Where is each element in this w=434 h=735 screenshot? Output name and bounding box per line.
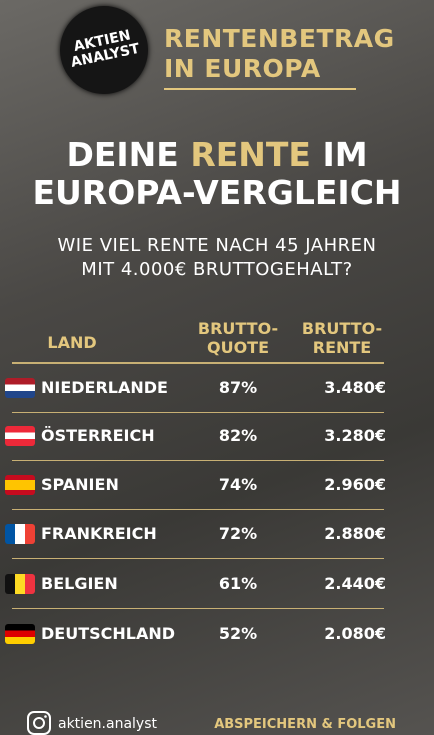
column-header: BRUTTO- RENTE <box>292 319 392 357</box>
title-line: EUROPA-VERGLEICH <box>32 173 402 212</box>
country: SPANIEN <box>41 475 119 494</box>
row-separator <box>12 608 384 609</box>
title-word: DEINE <box>66 135 179 174</box>
pension: 2.080€ <box>324 624 386 643</box>
header-title: RENTENBETRAG IN EUROPA <box>164 24 395 84</box>
flag <box>5 574 35 594</box>
divider <box>164 88 356 90</box>
handle: aktien.analyst <box>58 716 157 732</box>
pension: 3.280€ <box>324 426 386 445</box>
quote: 82% <box>218 426 258 445</box>
country: NIEDERLANDE <box>41 378 168 397</box>
pension: 2.440€ <box>324 574 386 593</box>
column-header-line: RENTE <box>312 338 372 357</box>
column-header: BRUTTO- QUOTE <box>188 319 288 357</box>
pension: 2.880€ <box>324 524 386 543</box>
column-header-line: BRUTTO- <box>301 319 383 338</box>
row-separator <box>12 558 384 559</box>
quote: 74% <box>218 475 258 494</box>
header-line: IN EUROPA <box>164 54 321 83</box>
quote: 61% <box>218 574 258 593</box>
instagram-icon <box>27 711 51 735</box>
flag <box>5 475 35 495</box>
logo: AKTIEN ANALYST <box>51 0 157 103</box>
country: BELGIEN <box>41 574 118 593</box>
header-line: RENTENBETRAG <box>164 24 395 53</box>
call-to-action: ABSPEICHERN & FOLGEN <box>214 717 396 732</box>
flag <box>5 378 35 398</box>
quote: 52% <box>218 624 258 643</box>
flag <box>5 624 35 644</box>
pension: 2.960€ <box>324 475 386 494</box>
row-separator <box>12 460 384 461</box>
quote: 87% <box>218 378 258 397</box>
country: FRANKREICH <box>41 524 157 543</box>
header-rule <box>12 362 384 364</box>
flag <box>5 524 35 544</box>
flag <box>5 426 35 446</box>
column-header-line: LAND <box>47 333 97 352</box>
subtitle: WIE VIEL RENTE NACH 45 JAHREN MIT 4.000€… <box>0 234 434 282</box>
title: DEINE RENTE IM EUROPA-VERGLEICH <box>0 136 434 212</box>
column-header: LAND <box>30 333 114 352</box>
column-header-line: QUOTE <box>206 338 270 357</box>
subtitle-line: WIE VIEL RENTE NACH 45 JAHREN <box>57 235 377 256</box>
title-highlight: RENTE <box>190 135 311 174</box>
row-separator <box>12 509 384 510</box>
subtitle-line: MIT 4.000€ BRUTTOGEHALT? <box>81 259 353 280</box>
row-separator <box>12 412 384 413</box>
quote: 72% <box>218 524 258 543</box>
country: ÖSTERREICH <box>41 426 155 445</box>
column-header-line: BRUTTO- <box>197 319 279 338</box>
country: DEUTSCHLAND <box>41 624 176 643</box>
title-word: IM <box>322 135 368 174</box>
pension: 3.480€ <box>324 378 386 397</box>
